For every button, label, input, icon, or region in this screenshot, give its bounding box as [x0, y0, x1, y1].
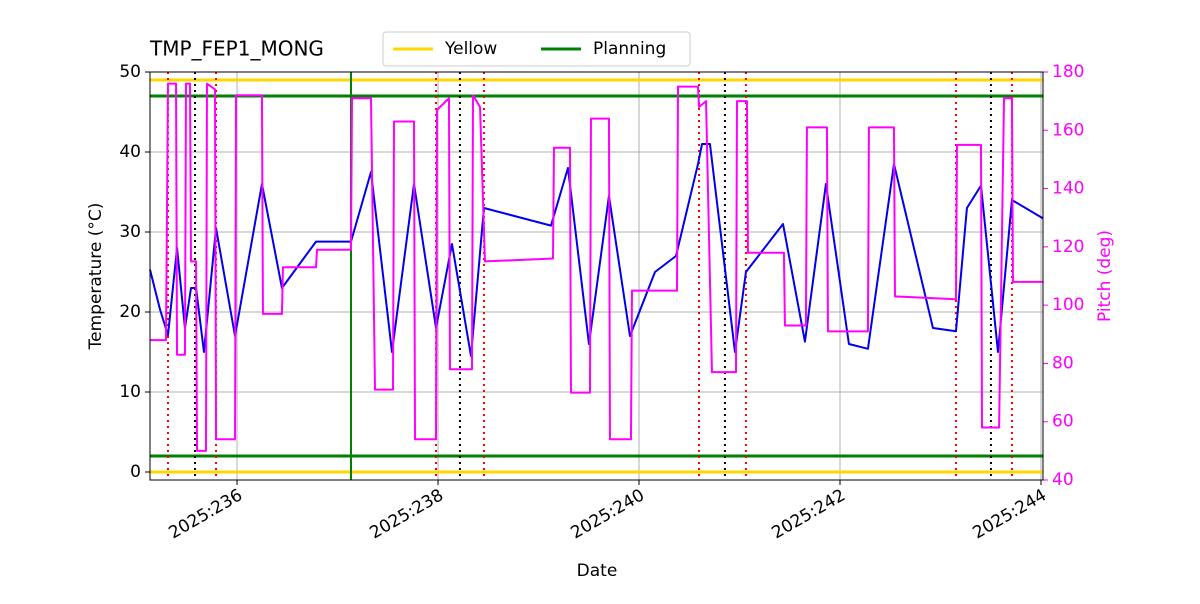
y-axis-label: Temperature (°C) [86, 203, 106, 351]
y2-tick-label: 140 [1052, 179, 1084, 199]
data-line [150, 82, 1043, 452]
y-tick-label: 10 [119, 382, 141, 402]
y2-tick-label: 120 [1052, 237, 1084, 257]
legend-label: Yellow [444, 39, 497, 59]
y2-tick-label: 60 [1052, 412, 1074, 432]
y2-tick-label: 100 [1052, 295, 1084, 315]
legend-label: Planning [593, 39, 666, 59]
legend-box [382, 31, 691, 67]
y2-tick-label: 160 [1052, 120, 1084, 140]
y-tick-label: 30 [119, 222, 141, 242]
y2-tick-label: 180 [1052, 62, 1084, 82]
x-axis-label: Date [577, 561, 618, 581]
y-tick-label: 50 [119, 62, 141, 82]
y2-axis-label: Pitch (deg) [1095, 230, 1115, 322]
plot-frame [149, 71, 1044, 481]
x-tick-label: 2025:238 [366, 485, 447, 543]
x-tick-label: 2025:244 [969, 485, 1050, 543]
chart-title: TMP_FEP1_MONG [149, 37, 324, 61]
y2-tick-label: 80 [1052, 353, 1074, 373]
y-tick-label: 20 [119, 302, 141, 322]
y-tick-label: 0 [130, 462, 141, 482]
x-tick-label: 2025:236 [165, 485, 246, 543]
y2-tick-label: 40 [1052, 470, 1074, 490]
y-tick-label: 40 [119, 142, 141, 162]
data-line [149, 143, 1044, 357]
x-tick-label: 2025:242 [768, 485, 849, 543]
x-tick-label: 2025:240 [567, 485, 648, 543]
